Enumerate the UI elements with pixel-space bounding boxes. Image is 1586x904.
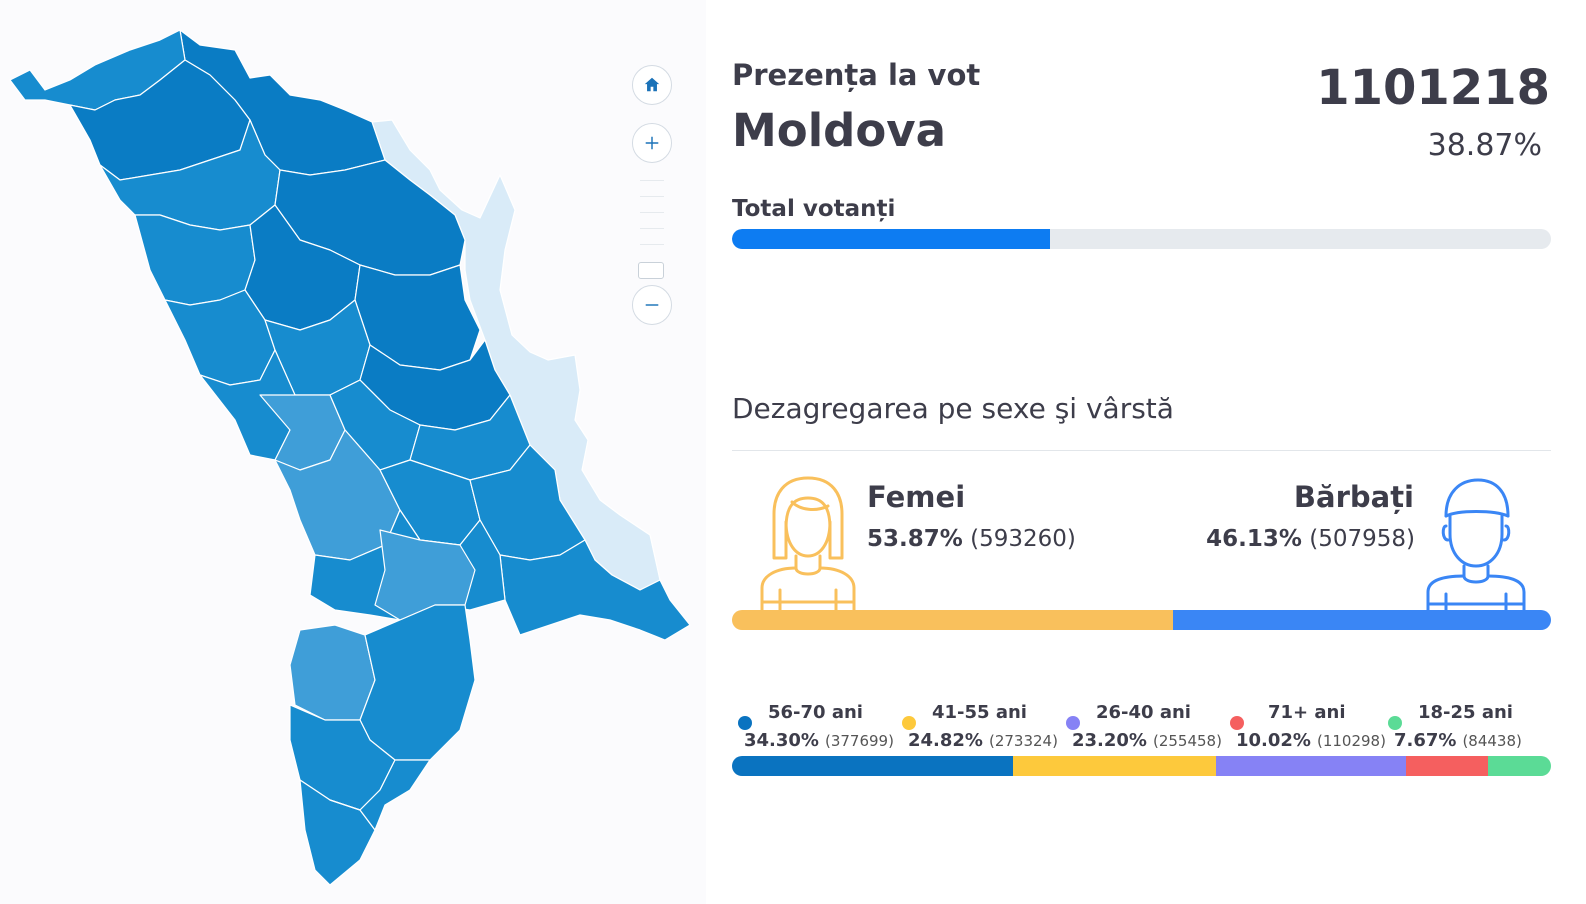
female-label: Femei: [867, 480, 966, 514]
turnout-title: Prezența la vot: [732, 58, 981, 92]
age-group-percent: 10.02%: [1236, 730, 1311, 751]
age-group-label: 71+ ani: [1268, 702, 1346, 723]
age-group-count: (273324): [988, 732, 1058, 750]
age-group-stats: 10.02% (110298): [1236, 730, 1386, 751]
age-group-stats: 24.82% (273324): [908, 730, 1058, 751]
age-group-dot: [1066, 716, 1080, 730]
minus-icon: [645, 304, 659, 306]
zoom-in-button[interactable]: [632, 123, 672, 163]
gender-bar-female: [732, 610, 1174, 630]
age-group-stats: 34.30% (377699): [744, 730, 894, 751]
zoom-slider-tick: [640, 212, 664, 213]
age-group-dot: [1388, 716, 1402, 730]
age-group-count: (84438): [1462, 732, 1522, 750]
age-group-dot: [738, 716, 752, 730]
female-icon: [760, 476, 856, 612]
male-icon: [1426, 478, 1526, 612]
total-voters-progress-bar: [732, 229, 1551, 249]
age-group-label: 56-70 ani: [768, 702, 863, 723]
male-stats: 46.13% (507958): [1206, 526, 1415, 552]
moldova-map[interactable]: [0, 0, 706, 904]
age-bar-segment: [1012, 756, 1217, 776]
age-bar: [732, 756, 1551, 776]
stats-panel: Prezența la vot Moldova 1101218 38.87% T…: [706, 0, 1586, 904]
age-group-count: (377699): [824, 732, 894, 750]
zoom-slider-tick: [640, 180, 664, 181]
region-south-4[interactable]: [359, 604, 476, 761]
age-bar-segment: [1488, 756, 1551, 776]
region-south-3[interactable]: [289, 624, 376, 721]
zoom-slider-handle[interactable]: [638, 262, 664, 279]
age-group-label: 26-40 ani: [1096, 702, 1191, 723]
age-group-dot: [1230, 716, 1244, 730]
age-group-percent: 24.82%: [908, 730, 983, 751]
region-south-7[interactable]: [329, 759, 431, 831]
male-label: Bărbați: [1293, 480, 1414, 514]
age-group-label: 18-25 ani: [1418, 702, 1513, 723]
total-voters-progress-fill: [732, 229, 1051, 249]
age-group-stats: 23.20% (255458): [1072, 730, 1222, 751]
female-percent: 53.87%: [867, 526, 963, 552]
age-group-label: 41-55 ani: [932, 702, 1027, 723]
plus-icon: [645, 136, 659, 150]
region-name: Moldova: [732, 104, 946, 157]
divider: [732, 450, 1551, 451]
age-group-percent: 23.20%: [1072, 730, 1147, 751]
female-count: (593260): [970, 526, 1076, 552]
turnout-percent: 38.87%: [1427, 128, 1542, 163]
zoom-out-button[interactable]: [632, 285, 672, 325]
zoom-slider-tick: [640, 196, 664, 197]
region-transnistria[interactable]: [371, 119, 661, 591]
male-percent: 46.13%: [1206, 526, 1302, 552]
age-bar-segment: [1216, 756, 1407, 776]
age-bar-segment: [732, 756, 1013, 776]
age-bar-segment: [1406, 756, 1489, 776]
age-group-percent: 34.30%: [744, 730, 819, 751]
age-group-stats: 7.67% (84438): [1394, 730, 1522, 751]
map-pane[interactable]: [0, 0, 706, 904]
home-button[interactable]: [632, 65, 672, 105]
gender-bar-male: [1173, 610, 1551, 630]
age-group-percent: 7.67%: [1394, 730, 1457, 751]
total-voters-label: Total votanți: [732, 196, 896, 222]
breakdown-title: Dezagregarea pe sexe şi vârstă: [732, 392, 1174, 425]
age-group-dot: [902, 716, 916, 730]
zoom-slider-tick: [640, 228, 664, 229]
female-stats: 53.87% (593260): [867, 526, 1076, 552]
age-group-count: (255458): [1152, 732, 1222, 750]
total-voters-count: 1101218: [1316, 60, 1550, 116]
region-east-2[interactable]: [499, 539, 691, 641]
male-count: (507958): [1309, 526, 1415, 552]
zoom-slider-tick: [640, 244, 664, 245]
home-icon: [644, 77, 660, 92]
region-mid-1[interactable]: [134, 214, 256, 306]
gender-bar: [732, 610, 1551, 630]
age-group-count: (110298): [1316, 732, 1386, 750]
